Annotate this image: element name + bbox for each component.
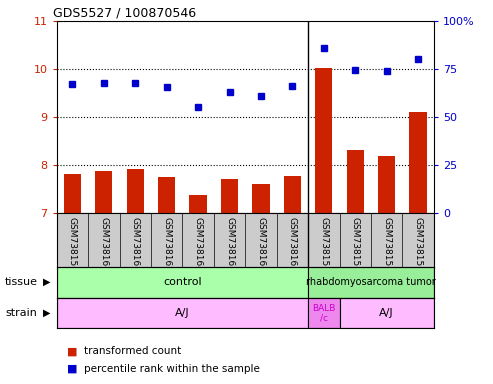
Bar [221,179,238,213]
Bar [57,267,308,298]
Bar [347,150,364,213]
Text: transformed count: transformed count [84,346,181,356]
Text: GSM738157: GSM738157 [351,217,360,272]
Text: GSM738156: GSM738156 [68,217,77,272]
Bar [378,157,395,213]
Text: GDS5527 / 100870546: GDS5527 / 100870546 [53,7,196,20]
Bar [252,184,270,213]
Bar [189,195,207,213]
Text: GSM738155: GSM738155 [319,217,328,272]
Text: GSM738166: GSM738166 [256,217,266,272]
Text: GSM738163: GSM738163 [288,217,297,272]
Text: rhabdomyosarcoma tumor: rhabdomyosarcoma tumor [306,277,436,287]
Bar [315,68,332,213]
Text: ▶: ▶ [43,308,51,318]
Text: tissue: tissue [5,277,38,287]
Text: GSM738158: GSM738158 [382,217,391,272]
Text: GSM738160: GSM738160 [99,217,108,272]
Text: GSM738162: GSM738162 [162,217,171,272]
Text: percentile rank within the sample: percentile rank within the sample [84,364,260,374]
Text: strain: strain [5,308,37,318]
Bar [127,169,144,213]
Text: control: control [163,277,202,287]
Text: GSM738161: GSM738161 [131,217,140,272]
Bar [284,176,301,213]
Bar [158,177,176,213]
Text: GSM738159: GSM738159 [414,217,423,272]
Text: ▶: ▶ [43,277,51,287]
Text: ■: ■ [67,346,77,356]
Bar [57,298,308,328]
Text: A/J: A/J [380,308,394,318]
Bar [410,113,427,213]
Bar [95,171,112,213]
Text: A/J: A/J [175,308,190,318]
Bar [308,267,434,298]
Bar [64,174,81,213]
Text: GSM738164: GSM738164 [194,217,203,272]
Text: GSM738165: GSM738165 [225,217,234,272]
Bar [340,298,434,328]
Text: ■: ■ [67,364,77,374]
Text: BALB
/c: BALB /c [312,304,336,322]
Bar [308,298,340,328]
